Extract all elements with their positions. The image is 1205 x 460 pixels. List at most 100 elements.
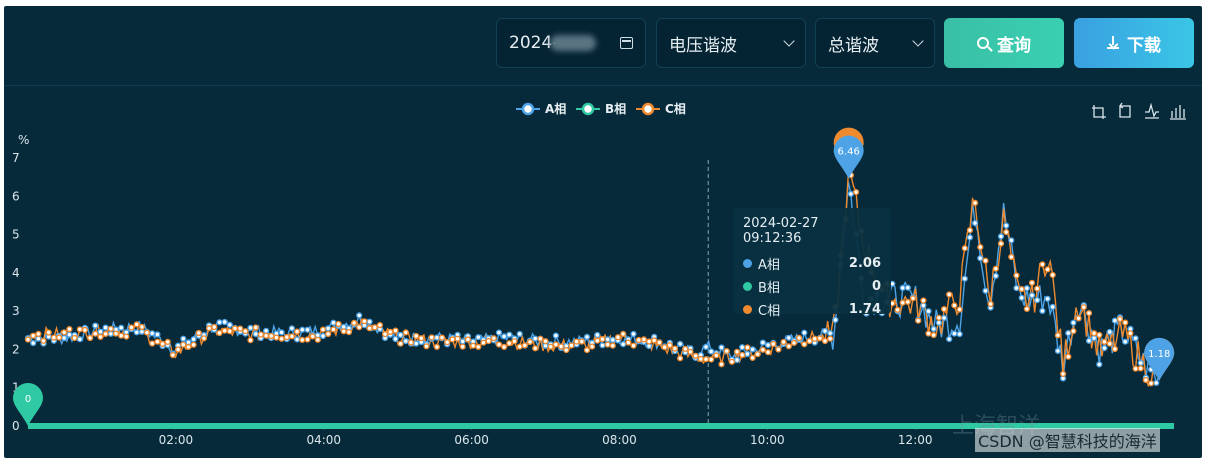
series-c-point [185, 343, 192, 351]
series-a-point [149, 330, 156, 337]
series-c-point [951, 302, 958, 309]
series-c-point [614, 334, 622, 341]
chart-panel: 2024- 电压谐波 总谐波 查询 下载 A相 B相 C相 % 0 1 2 3 4 5 6 7 02… [4, 6, 1202, 458]
series-c-point [645, 338, 653, 345]
series-c-point [1085, 310, 1093, 317]
series-a-point [532, 335, 539, 342]
series-c-point [454, 335, 461, 342]
line-chart-icon[interactable] [1145, 102, 1159, 119]
series-c-point [713, 352, 720, 359]
chart-legend[interactable]: A相 B相 C相 [516, 101, 686, 116]
y-tick-label: 1 [12, 381, 20, 395]
download-label: 下载 [1127, 35, 1161, 56]
chevron-down-icon [912, 35, 924, 47]
series-points [24, 172, 1160, 387]
series-a-point [961, 275, 968, 282]
series-a-point [288, 325, 296, 332]
series-a-point [630, 330, 637, 338]
series-c-point [470, 342, 477, 349]
series-c-point [1111, 345, 1119, 353]
series-a-point [516, 330, 523, 338]
series-c-point [651, 337, 658, 344]
series-a-point [930, 325, 937, 333]
series-c-point [728, 358, 736, 365]
series-c-point [940, 306, 948, 313]
date-value: 2024- [509, 33, 559, 53]
date-picker[interactable]: 2024- [496, 18, 646, 68]
download-button[interactable]: 下载 [1074, 18, 1194, 68]
series-c-point [81, 326, 89, 334]
series-c-point [1122, 319, 1129, 326]
series-c-point [852, 188, 860, 196]
series-a-point [392, 335, 399, 343]
zoom-icon[interactable] [1092, 105, 1106, 119]
series-a-point [708, 348, 715, 355]
bar-chart-icon[interactable] [1170, 105, 1186, 120]
series-c-point [211, 323, 218, 331]
series-c-point [702, 356, 710, 363]
series-c-point [609, 342, 616, 349]
series-c-point [661, 344, 668, 351]
harmonic-type-select[interactable]: 电压谐波 [656, 18, 806, 68]
marker-label: 1.18 [1148, 349, 1170, 360]
series-a-point [506, 331, 513, 338]
series-c-point [356, 324, 363, 331]
series-a-point [1049, 303, 1056, 311]
series-a-point [1111, 317, 1119, 324]
series-a-point [609, 336, 616, 344]
series-c-point [190, 341, 197, 348]
series-c-point [252, 324, 259, 331]
y-axis-unit: % [18, 133, 29, 147]
zoom-reset-icon[interactable] [1119, 102, 1131, 118]
harmonic-order-select[interactable]: 总谐波 [815, 18, 935, 68]
series-c-point [671, 345, 679, 352]
series-a-point [1003, 222, 1010, 229]
series-c-point [692, 352, 699, 359]
legend-item: B相 [576, 101, 626, 116]
series-c-point [257, 331, 265, 338]
series-c-point [86, 334, 94, 342]
series-a-point [1085, 337, 1093, 344]
tooltip-time: 2024-02-27 09:12:36 [743, 216, 819, 246]
series-c-point [894, 306, 901, 313]
series-c-point [640, 336, 648, 343]
series-c-point [366, 325, 373, 332]
series-c-point [407, 339, 415, 346]
x-tick-label: 08:00 [602, 433, 637, 447]
chart-toolbox[interactable] [1092, 102, 1186, 120]
tooltip-row-b: B相 0 [743, 275, 881, 298]
series-c-point [180, 341, 187, 348]
series-c-point [501, 343, 508, 351]
series-c-point [221, 327, 228, 334]
series-c-point [392, 327, 399, 334]
tooltip-row-c: C相 1.74 [743, 298, 881, 321]
series-c-point [319, 326, 327, 333]
series-c-point [330, 326, 337, 333]
series-c-point [1028, 279, 1036, 286]
series-c-point [123, 333, 130, 340]
csdn-watermark: CSDN @智慧科技的海洋 [975, 428, 1160, 452]
series-a-point [30, 340, 37, 347]
series-a-point [76, 336, 83, 343]
series-a-point [966, 234, 974, 241]
series-a-point [97, 328, 104, 335]
legend-item: C相 [636, 101, 686, 116]
query-button[interactable]: 查询 [944, 18, 1064, 68]
series-c-point [128, 324, 135, 331]
series-a-point [904, 284, 911, 291]
series-c-point [537, 335, 544, 342]
series-c-point [997, 240, 1005, 247]
tooltip-name: A相 [758, 258, 780, 273]
series-a-point [1008, 237, 1015, 244]
series-a-point [951, 330, 958, 337]
series-c-point [526, 338, 534, 346]
legend-label: C相 [665, 101, 686, 116]
series-c-point [242, 328, 249, 335]
marker-label: 0 [25, 394, 31, 405]
marker-pin: 1.18 [1144, 337, 1175, 381]
series-c-point [656, 339, 663, 346]
x-axis: 02:00 04:00 06:00 08:00 10:00 12:00 [28, 160, 1174, 447]
series-c-point [1075, 315, 1082, 322]
